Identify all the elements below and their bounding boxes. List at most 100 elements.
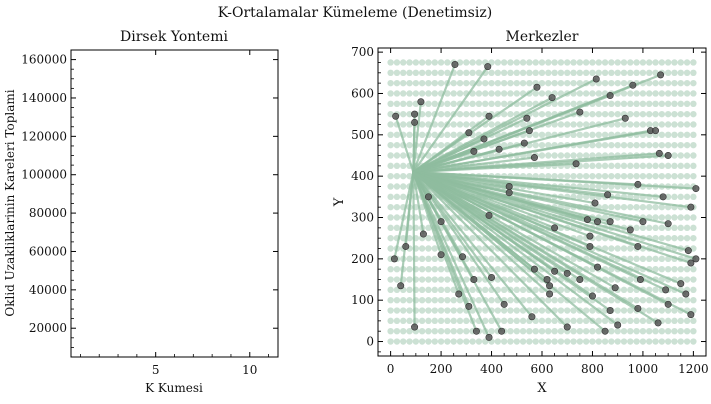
cluster-center-point <box>611 284 619 292</box>
data-point <box>538 317 546 325</box>
data-point <box>639 255 647 263</box>
cluster-center-point <box>551 267 559 275</box>
centers-x-tick-label: 200 <box>430 362 453 376</box>
center-link-line <box>412 171 569 328</box>
data-point <box>652 265 659 273</box>
data-point <box>683 276 691 283</box>
data-point <box>557 327 565 335</box>
data-point <box>582 69 590 77</box>
data-point <box>513 317 520 325</box>
data-point <box>677 193 684 201</box>
data-point <box>557 152 565 159</box>
data-point <box>387 338 394 345</box>
data-point <box>589 131 596 139</box>
data-point <box>406 276 413 283</box>
data-point <box>639 141 647 149</box>
data-point <box>418 286 426 294</box>
center-link-line <box>412 171 425 235</box>
data-point <box>400 90 407 97</box>
data-point <box>658 172 666 180</box>
data-point <box>690 152 697 159</box>
data-point <box>690 121 697 128</box>
data-point <box>393 141 401 149</box>
data-point <box>652 172 659 180</box>
data-point <box>595 162 602 170</box>
center-link-line <box>412 84 634 174</box>
data-point <box>601 183 609 190</box>
data-point <box>620 307 628 314</box>
data-point <box>646 162 653 170</box>
data-point <box>393 172 401 180</box>
center-link-line <box>412 171 548 281</box>
data-point <box>677 162 684 170</box>
data-point <box>614 338 621 345</box>
data-point <box>526 338 533 345</box>
cluster-center-point <box>654 319 662 327</box>
data-point <box>652 121 659 128</box>
data-point <box>557 286 565 294</box>
data-point <box>482 79 489 87</box>
data-point <box>570 172 577 180</box>
data-point <box>444 327 451 335</box>
data-point <box>595 141 602 149</box>
center-link-line <box>412 122 416 173</box>
data-point <box>387 69 394 77</box>
data-point <box>387 121 394 128</box>
data-point <box>456 296 464 304</box>
data-point <box>658 79 666 87</box>
data-point <box>671 224 678 232</box>
data-point <box>557 59 565 66</box>
data-point <box>595 110 602 118</box>
data-point <box>664 317 672 325</box>
cluster-center-point <box>652 127 660 135</box>
data-point <box>614 69 621 77</box>
data-point <box>431 338 438 345</box>
data-point <box>431 100 438 108</box>
data-point <box>519 79 527 87</box>
data-point <box>456 307 464 314</box>
cluster-center-point <box>677 280 685 288</box>
data-point <box>671 110 678 118</box>
data-point <box>627 172 634 180</box>
data-point <box>690 110 697 118</box>
data-point <box>444 69 451 77</box>
data-point <box>450 286 457 294</box>
cluster-center-point <box>592 75 600 83</box>
data-point <box>456 69 464 77</box>
data-point <box>437 69 445 77</box>
centers-y-tick-label: 600 <box>351 86 374 100</box>
data-point <box>683 162 691 170</box>
data-point <box>557 79 565 87</box>
data-point <box>671 152 678 159</box>
data-point <box>595 90 602 97</box>
data-point <box>519 59 527 66</box>
cluster-center-point <box>626 226 634 234</box>
cluster-center-point <box>505 189 513 197</box>
data-point <box>526 327 533 335</box>
data-point <box>589 338 596 345</box>
data-point <box>507 79 514 87</box>
cluster-center-point <box>485 112 493 120</box>
cluster-center-point <box>601 327 609 335</box>
data-point <box>608 276 615 283</box>
data-point <box>444 131 451 139</box>
data-point <box>671 162 678 170</box>
data-point <box>532 307 539 314</box>
centers-x-tick-label: 800 <box>581 362 604 376</box>
data-point <box>431 265 438 273</box>
data-point <box>425 90 432 97</box>
data-point <box>677 110 684 118</box>
data-point <box>646 338 653 345</box>
data-point <box>570 296 577 304</box>
data-point <box>513 59 520 66</box>
data-point <box>608 100 615 108</box>
data-point <box>393 183 401 190</box>
cluster-center-point <box>586 232 594 240</box>
data-point <box>677 172 684 180</box>
data-point <box>564 59 571 66</box>
data-point <box>620 203 628 211</box>
data-point <box>444 296 451 304</box>
cluster-center-point <box>465 129 473 137</box>
data-point <box>683 338 691 345</box>
data-point <box>519 338 527 345</box>
